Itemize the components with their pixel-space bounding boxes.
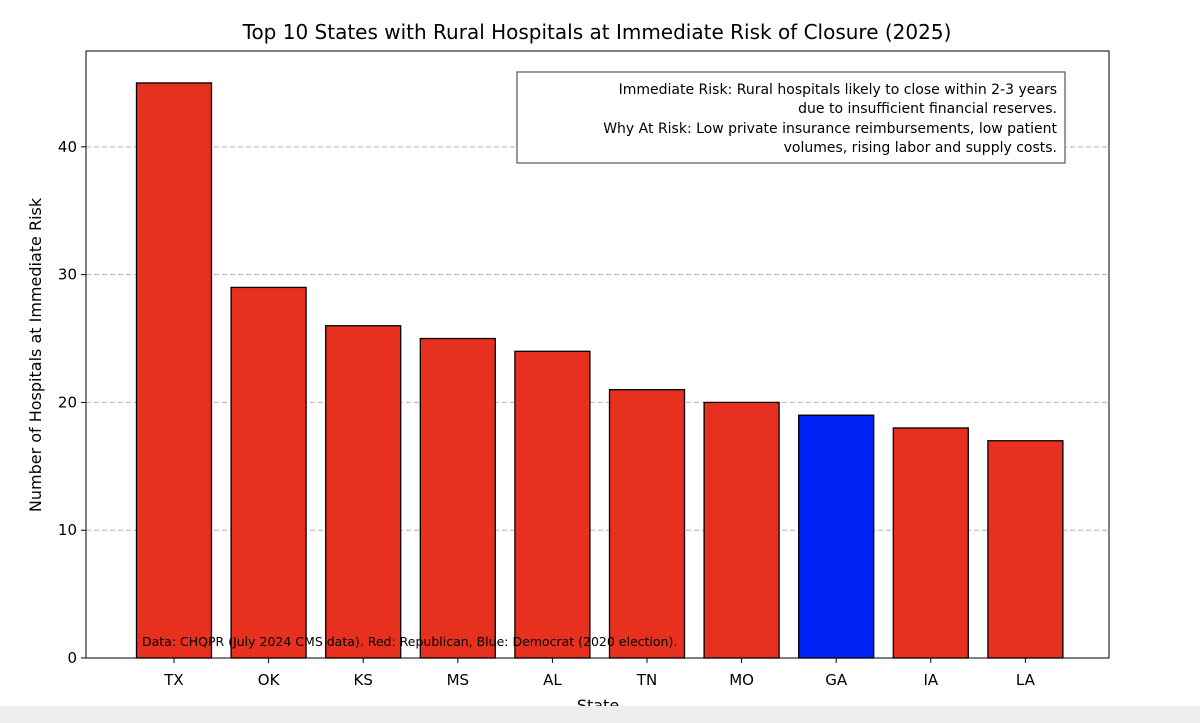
annotation-line-2: due to insufficient financial reserves.: [798, 101, 1057, 117]
x-tick-label: AL: [543, 671, 562, 689]
x-axis-ticks: TX OK KS MS AL TN MO GA IA LA: [163, 658, 1036, 689]
bar-al: [514, 350, 591, 659]
bottom-strip: [0, 706, 1200, 723]
footnote: Data: CHQPR (July 2024 CMS data). Red: R…: [142, 634, 677, 649]
annotation-line-3: Why At Risk: Low private insurance reimb…: [603, 121, 1057, 137]
y-tick-label: 30: [58, 266, 77, 284]
x-tick-label: KS: [354, 671, 373, 689]
bar-ms: [419, 337, 496, 659]
bar-la: [987, 440, 1064, 659]
x-tick-label: MS: [447, 671, 469, 689]
bar-chart: Top 10 States with Rural Hospitals at Im…: [26, 20, 1110, 706]
x-tick-label: LA: [1016, 671, 1036, 689]
bar-ok: [230, 286, 307, 659]
bar-mo: [703, 401, 780, 659]
annotation-line-1: Immediate Risk: Rural hospitals likely t…: [619, 82, 1057, 98]
x-tick-label: OK: [258, 671, 281, 689]
x-axis-label: State: [577, 696, 619, 706]
bar-ia: [892, 427, 969, 659]
x-tick-label: TX: [163, 671, 183, 689]
x-tick-label: IA: [923, 671, 938, 689]
bar-tn: [608, 388, 686, 659]
y-tick-label: 40: [58, 138, 77, 156]
chart-title: Top 10 States with Rural Hospitals at Im…: [242, 20, 952, 44]
bar-ga: [798, 414, 875, 659]
y-axis-label: Number of Hospitals at Immediate Risk: [26, 197, 45, 512]
annotation-box: Immediate Risk: Rural hospitals likely t…: [516, 71, 1066, 164]
y-tick-label: 20: [58, 393, 77, 411]
bars: [135, 82, 1064, 659]
x-tick-label: GA: [825, 671, 848, 689]
y-tick-label: 0: [67, 649, 77, 667]
annotation-box-frame: [516, 71, 1066, 164]
annotation-line-4: volumes, rising labor and supply costs.: [784, 140, 1057, 156]
x-tick-label: MO: [729, 671, 754, 689]
plot-frame: [85, 50, 1110, 659]
x-tick-label: TN: [636, 671, 657, 689]
y-tick-label: 10: [58, 521, 77, 539]
bar-tx: [135, 82, 213, 659]
y-axis-ticks: 0 10 20 30 40: [58, 138, 86, 667]
bar-ks: [325, 325, 402, 659]
